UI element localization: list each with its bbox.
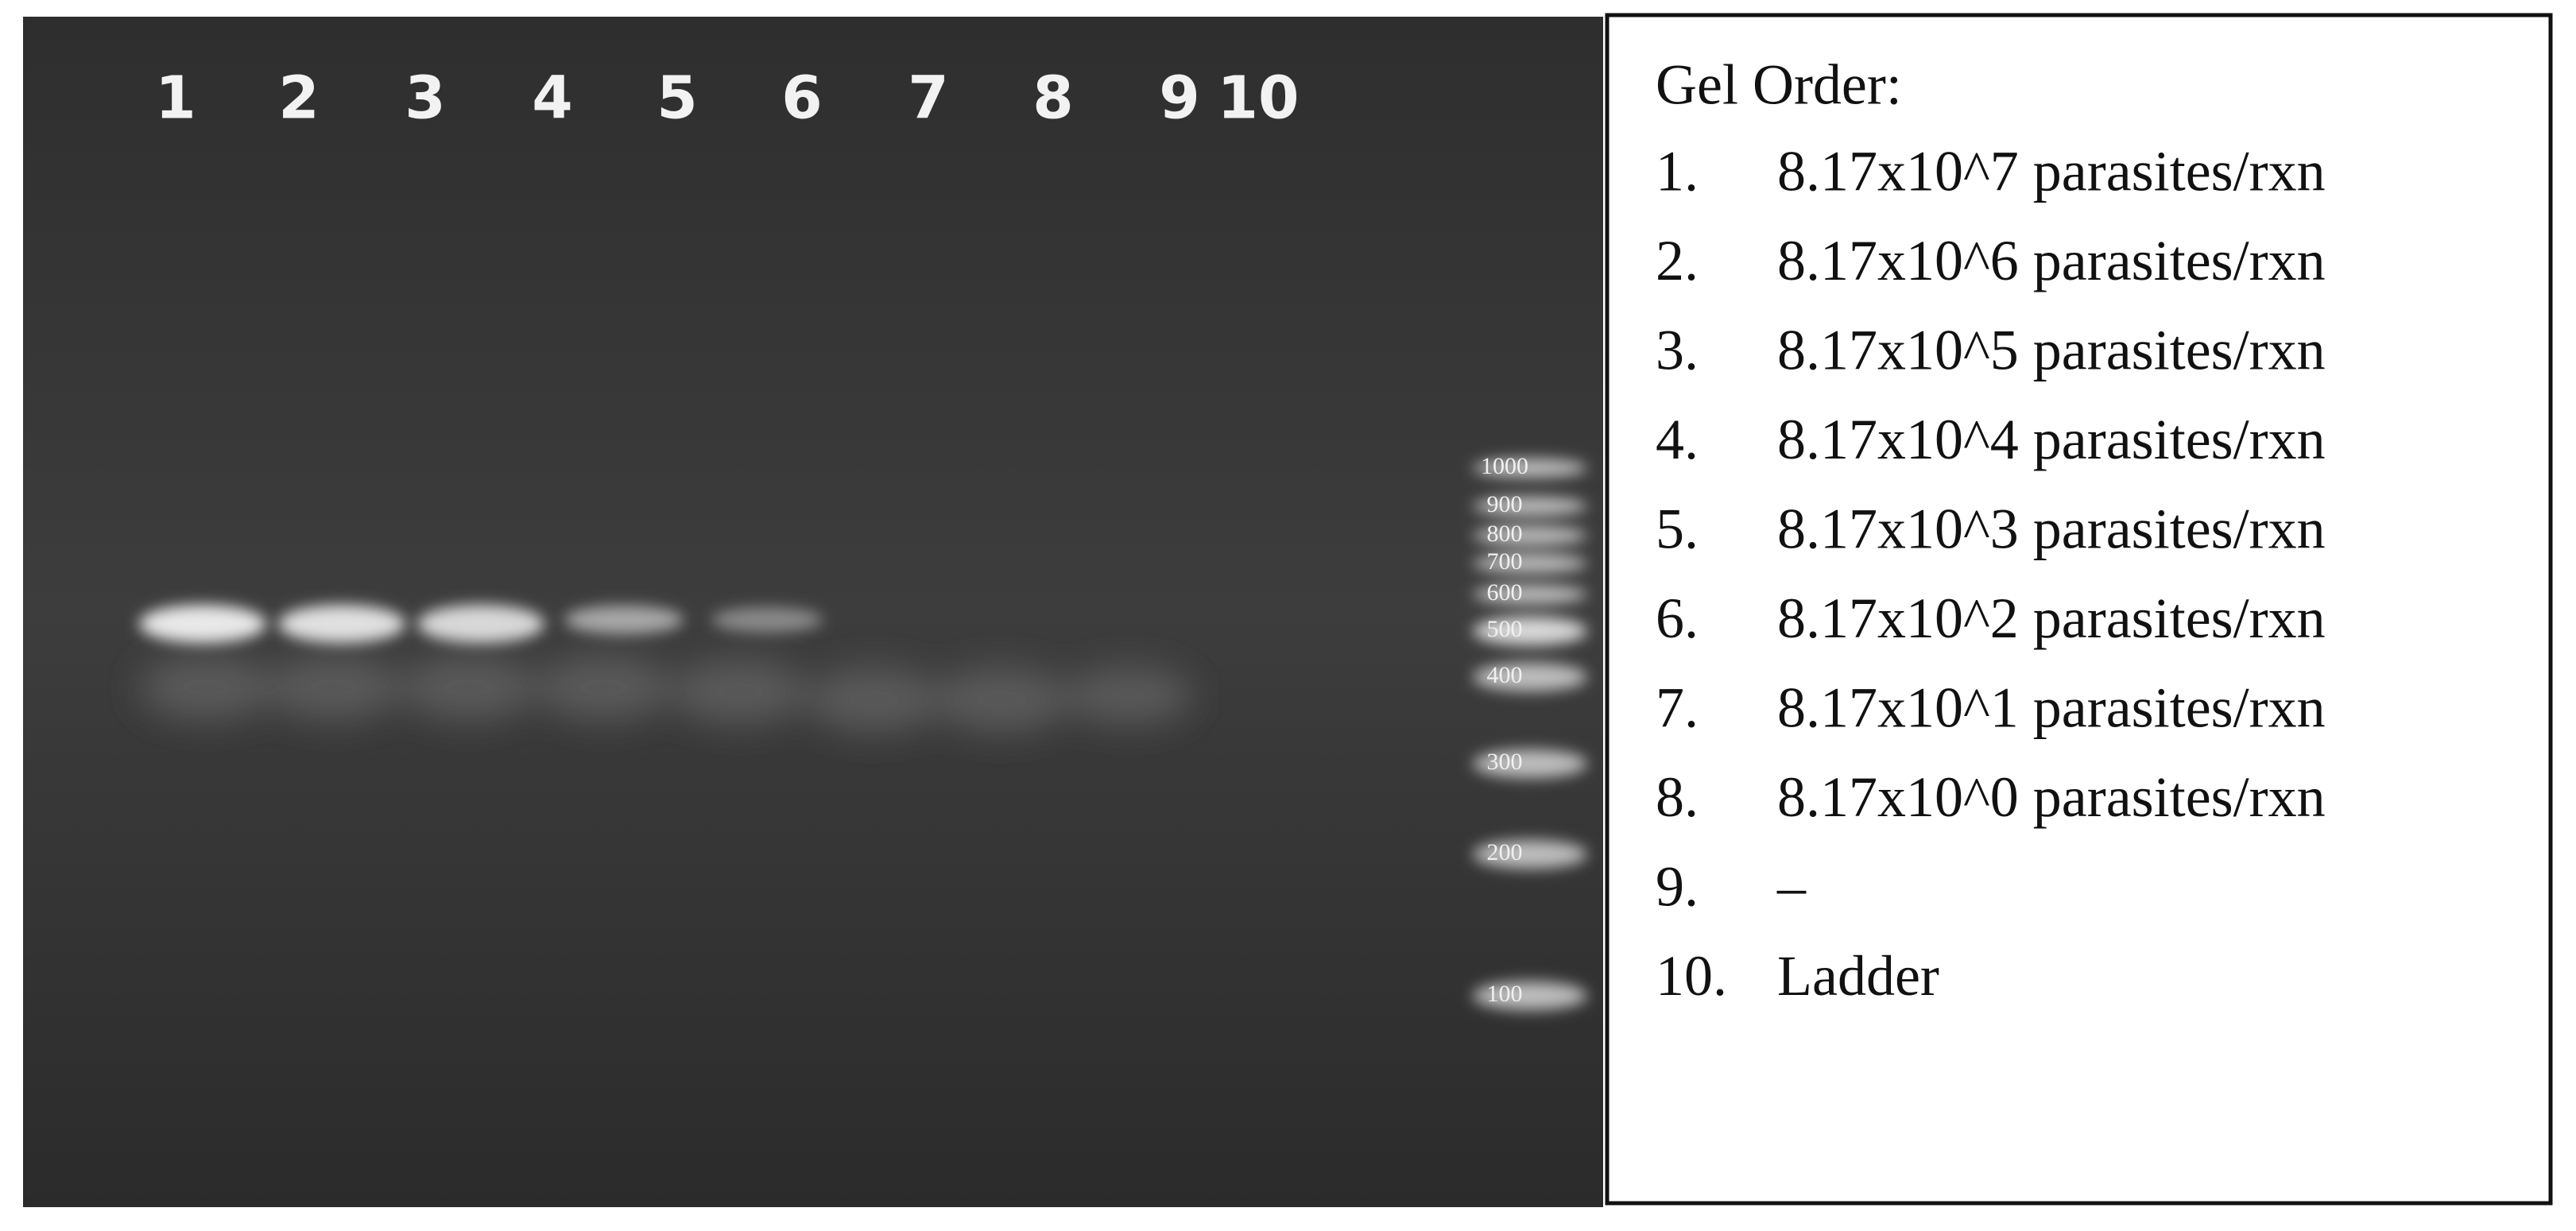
lane-label: 8 (1032, 64, 1074, 133)
legend-number: 3. (1656, 319, 1699, 382)
ladder-band (1473, 617, 1587, 645)
ladder-label: 600 (1487, 579, 1523, 606)
legend-text: 8.17x10^7 parasites/rxn (1777, 140, 2326, 203)
ladder-bands (1473, 459, 1587, 1010)
legend-number: 7. (1656, 676, 1699, 740)
legend-number: 1. (1656, 140, 1699, 203)
lane-label: 3 (405, 64, 446, 133)
gel-background (23, 17, 1603, 1207)
legend-text: 8.17x10^1 parasites/rxn (1777, 676, 2326, 740)
ladder-label: 200 (1487, 839, 1523, 865)
legend-title: Gel Order: (1656, 53, 1902, 117)
legend-number: 6. (1656, 586, 1699, 650)
ladder-label: 500 (1487, 616, 1523, 642)
ladder-label: 700 (1487, 548, 1523, 575)
ladder-band (1473, 585, 1587, 604)
legend-text: – (1776, 855, 1807, 919)
ladder-band (1473, 459, 1587, 478)
ladder-label: 300 (1487, 749, 1523, 775)
lane-label: 6 (781, 64, 823, 133)
ladder-label: 900 (1487, 491, 1523, 517)
lane-label: 4 (532, 64, 573, 133)
legend-number: 8. (1656, 765, 1699, 829)
legend-text: 8.17x10^4 parasites/rxn (1777, 408, 2326, 471)
ladder-band (1473, 554, 1587, 573)
legend-number: 5. (1656, 497, 1699, 561)
lane-label: 2 (278, 64, 320, 133)
legend-text: 8.17x10^6 parasites/rxn (1777, 229, 2326, 292)
lane-label: 9 (1159, 64, 1200, 133)
legend-box (1605, 13, 2553, 1206)
lane-label: 10 (1218, 64, 1300, 133)
smear (139, 656, 1192, 731)
lane-label: 1 (155, 64, 196, 133)
ladder-band (1473, 981, 1587, 1010)
legend-text: Ladder (1777, 944, 1939, 1008)
legend-text: 8.17x10^5 parasites/rxn (1777, 319, 2326, 382)
ladder-label: 100 (1487, 981, 1523, 1007)
legend-text: 8.17x10^0 parasites/rxn (1777, 765, 2326, 829)
ladder-label: 1000 (1481, 453, 1528, 479)
ladder-band (1473, 526, 1587, 545)
ladder-label: 400 (1487, 662, 1523, 688)
ladder-label: 800 (1487, 521, 1523, 547)
legend-text: 8.17x10^2 parasites/rxn (1777, 586, 2326, 650)
ladder-band (1473, 497, 1587, 516)
legend-number: 4. (1656, 408, 1699, 471)
lane-label: 7 (908, 64, 949, 133)
legend-number: 9. (1656, 855, 1699, 919)
ladder-band (1473, 749, 1587, 778)
lane-label: 5 (657, 64, 698, 133)
ladder-band (1473, 840, 1587, 869)
legend-number: 10. (1656, 944, 1727, 1008)
legend-number: 2. (1656, 229, 1699, 292)
sample-bands (139, 605, 823, 643)
legend-text: 8.17x10^3 parasites/rxn (1777, 497, 2326, 561)
ladder-band (1473, 663, 1587, 691)
